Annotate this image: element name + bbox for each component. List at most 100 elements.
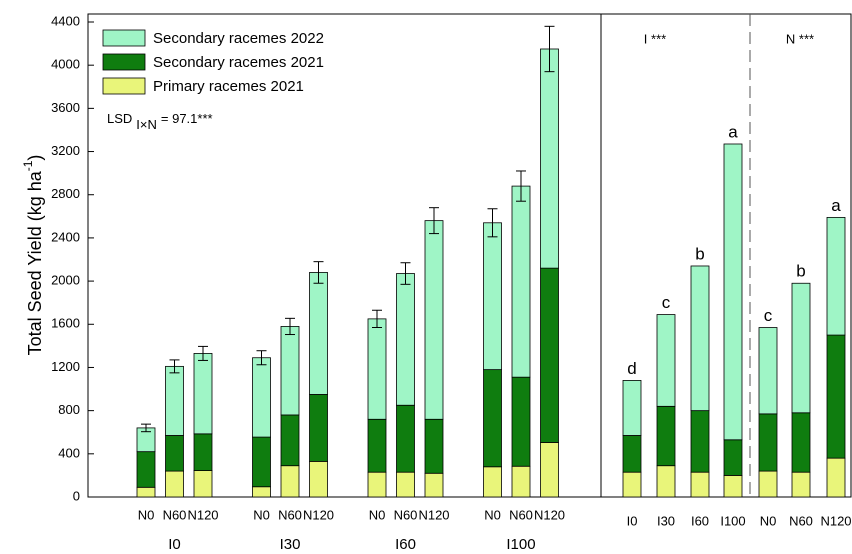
bar-segment — [656, 405, 676, 467]
significance-letter: d — [627, 359, 636, 378]
legend-swatch — [102, 77, 146, 95]
error-bar — [313, 261, 324, 284]
x-tick-label: N120 — [534, 507, 565, 522]
x-tick-label: N0 — [484, 507, 501, 522]
bar-segment — [826, 334, 846, 459]
y-axis-label: Total Seed Yield (kg ha-1) — [21, 155, 45, 356]
bar-segment — [483, 466, 502, 498]
error-bar — [198, 345, 208, 361]
bar-segment — [280, 465, 300, 498]
effect-annotation: I *** — [644, 31, 666, 46]
bar-segment — [165, 470, 184, 498]
x-tick-label: N120 — [418, 507, 449, 522]
legend-label: Secondary racemes 2021 — [153, 54, 324, 71]
bar-segment — [826, 457, 846, 498]
bar-segment — [252, 357, 271, 438]
group-label: I100 — [506, 536, 535, 549]
y-tick-label: 2800 — [51, 186, 80, 201]
y-tick-label: 400 — [58, 445, 80, 460]
error-bar — [141, 423, 151, 433]
lsd-annotation: LSD I×N = 97.1*** — [107, 111, 213, 132]
bar-segment — [424, 220, 444, 420]
bar-segment — [424, 472, 444, 498]
x-tick-label: N60 — [163, 507, 187, 522]
y-tick-label: 3600 — [51, 100, 80, 115]
y-tick-label: 800 — [58, 402, 80, 417]
x-tick-label: N0 — [369, 507, 386, 522]
y-label-end: ) — [25, 155, 45, 161]
error-bar — [544, 25, 555, 73]
bar-segment — [309, 460, 328, 498]
x-tick-label: N60 — [509, 507, 533, 522]
bar-segment — [280, 326, 300, 416]
y-tick-label: 1600 — [51, 316, 80, 331]
bar-segment — [723, 475, 743, 498]
bar-segment — [690, 410, 710, 473]
bar-segment — [622, 380, 642, 436]
x-tick-label: N120 — [187, 507, 218, 522]
bar-segment — [758, 470, 778, 498]
group-label: I0 — [168, 536, 181, 549]
error-bar — [372, 309, 382, 329]
bar-segment — [656, 314, 676, 407]
bar-segment — [723, 143, 743, 441]
lsd-rest: = 97.1*** — [161, 111, 213, 126]
x-tick-label: N120 — [820, 513, 851, 528]
bar-segment — [165, 365, 184, 436]
bar-segment — [280, 414, 300, 467]
significance-letter: c — [764, 306, 773, 325]
bar-segment — [622, 435, 642, 473]
bar-segment — [309, 272, 328, 395]
error-bar — [487, 208, 498, 238]
bar-segment — [656, 465, 676, 498]
bar-segment — [483, 222, 502, 371]
legend-label: Secondary racemes 2022 — [153, 30, 324, 47]
significance-letter: a — [728, 122, 738, 141]
y-tick-label: 1200 — [51, 359, 80, 374]
x-tick-label: N120 — [303, 507, 334, 522]
bar-segment — [367, 418, 387, 473]
x-tick-label: N60 — [278, 507, 302, 522]
bar-segment — [511, 376, 531, 467]
error-bar — [429, 207, 439, 235]
y-tick-label: 2400 — [51, 229, 80, 244]
significance-letter: a — [831, 196, 841, 215]
error-bar — [516, 170, 526, 202]
error-bar — [285, 317, 295, 336]
significance-letter: b — [695, 244, 704, 263]
bar-segment — [252, 436, 271, 488]
bar-segment — [424, 418, 444, 474]
bar-segment — [396, 471, 415, 498]
error-bar — [256, 350, 267, 366]
x-tick-label: N0 — [760, 513, 777, 528]
bar-segment — [540, 442, 559, 498]
legend-swatch — [102, 29, 146, 47]
legend-label: Primary racemes 2021 — [153, 78, 304, 95]
x-tick-label: I30 — [657, 513, 675, 528]
bar-segment — [367, 471, 387, 498]
x-tick-label: N60 — [789, 513, 813, 528]
bar-segment — [309, 394, 328, 462]
bar-segment — [511, 465, 531, 498]
y-tick-label: 0 — [73, 488, 80, 503]
significance-letter: c — [662, 293, 671, 312]
bar-segment — [540, 48, 559, 269]
bar-segment — [622, 471, 642, 498]
y-tick-label: 2000 — [51, 273, 80, 288]
group-label: I30 — [280, 536, 301, 549]
bar-segment — [791, 412, 811, 473]
bar-segment — [758, 327, 778, 415]
lsd-sub: I×N — [136, 117, 157, 132]
bar-segment — [193, 470, 213, 498]
bar-segment — [758, 413, 778, 472]
bar-segment — [136, 486, 156, 498]
x-tick-label: I0 — [627, 513, 638, 528]
error-bar — [169, 359, 180, 374]
bar-segment — [367, 318, 387, 420]
y-tick-label: 4400 — [51, 13, 80, 28]
bar-segment — [396, 404, 415, 473]
x-tick-label: N60 — [394, 507, 418, 522]
y-label-sup: -1 — [21, 160, 35, 171]
legend-swatch — [102, 53, 146, 71]
